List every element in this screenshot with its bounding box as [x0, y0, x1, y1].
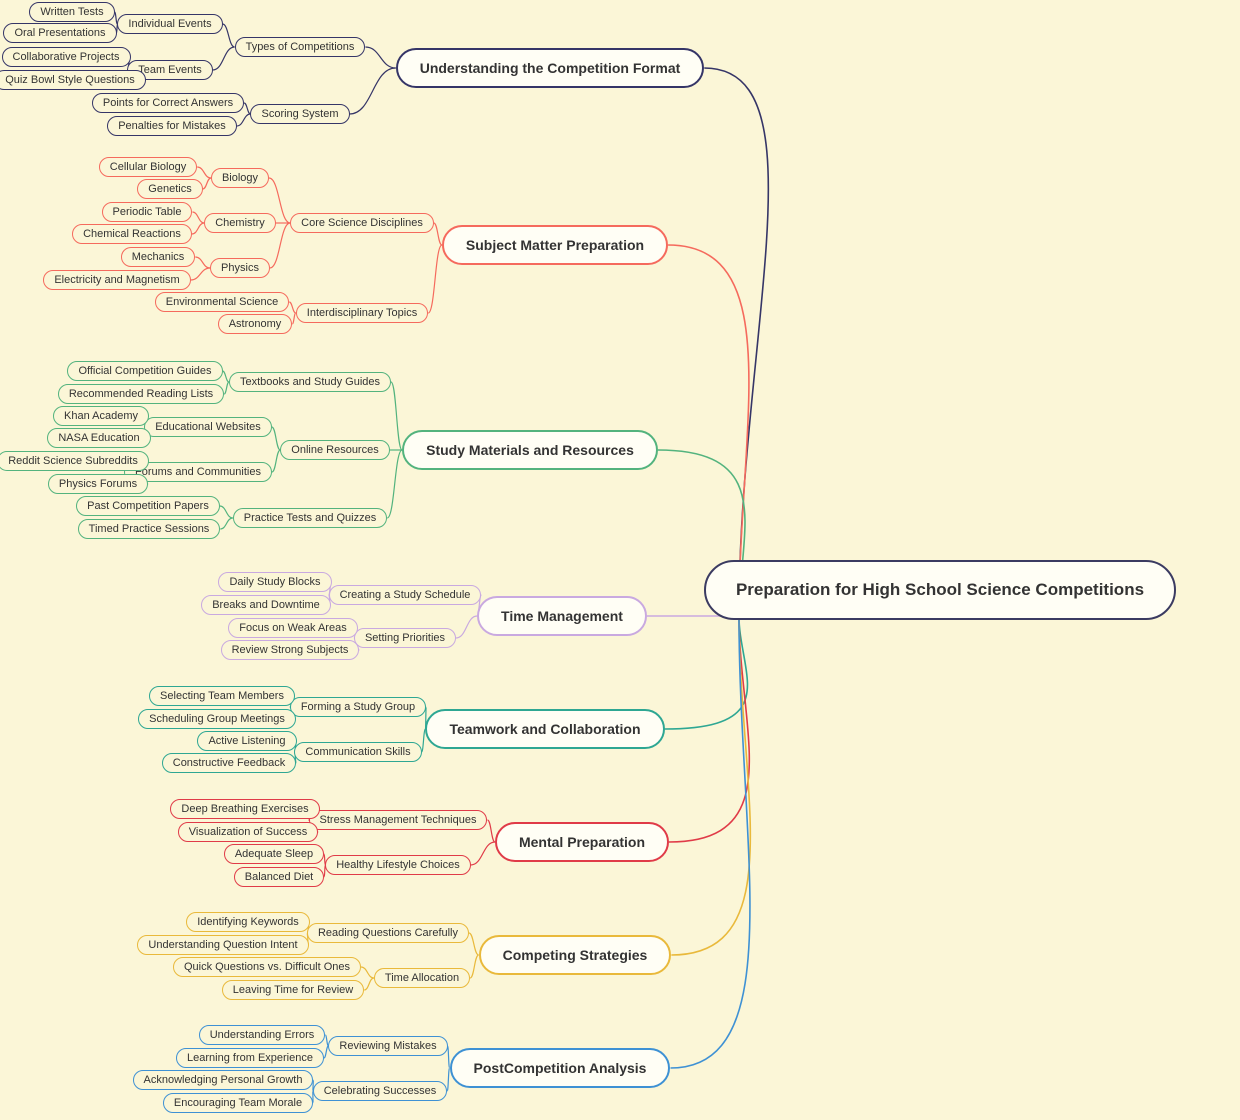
leaf-node: Written Tests — [29, 2, 114, 22]
mid-node: Time Allocation — [374, 968, 470, 988]
mid-node: Reading Questions Carefully — [307, 923, 469, 943]
mid-node: Interdisciplinary Topics — [296, 303, 428, 323]
mid-node: Communication Skills — [294, 742, 421, 762]
branch-node: PostCompetition Analysis — [450, 1048, 671, 1088]
mid-node: Practice Tests and Quizzes — [233, 508, 387, 528]
leaf-node: Constructive Feedback — [162, 753, 297, 773]
leaf-node: Reddit Science Subreddits — [0, 451, 149, 471]
leaf-node: Khan Academy — [53, 406, 149, 426]
leaf-node: NASA Education — [47, 428, 150, 448]
leaf-node: Encouraging Team Morale — [163, 1093, 313, 1113]
leaf-node: Astronomy — [218, 314, 293, 334]
branch-node: Competing Strategies — [479, 935, 672, 975]
leaf-node: Balanced Diet — [234, 867, 325, 887]
branch-node: Mental Preparation — [495, 822, 669, 862]
leaf-node: Breaks and Downtime — [201, 595, 331, 615]
leaf-node: Scheduling Group Meetings — [138, 709, 296, 729]
mid-node: Individual Events — [117, 14, 222, 34]
leaf-node: Mechanics — [121, 247, 196, 267]
mid-node: Types of Competitions — [235, 37, 366, 57]
mid-node: Online Resources — [280, 440, 389, 460]
mid-node: Celebrating Successes — [313, 1081, 448, 1101]
leaf-node: Recommended Reading Lists — [58, 384, 224, 404]
mid-node: Creating a Study Schedule — [329, 585, 482, 605]
leaf-node: Penalties for Mistakes — [107, 116, 237, 136]
leaf-node: Focus on Weak Areas — [228, 618, 357, 638]
leaf-node: Past Competition Papers — [76, 496, 220, 516]
leaf-node: Learning from Experience — [176, 1048, 324, 1068]
leaf-node: Collaborative Projects — [2, 47, 131, 67]
mid-node: Stress Management Techniques — [309, 810, 488, 830]
leaf-node: Environmental Science — [155, 292, 290, 312]
branch-node: Teamwork and Collaboration — [425, 709, 664, 749]
mid-node: Core Science Disciplines — [290, 213, 434, 233]
leaf-node: Physics Forums — [48, 474, 148, 494]
leaf-node: Oral Presentations — [3, 23, 116, 43]
mid-node: Textbooks and Study Guides — [229, 372, 391, 392]
leaf-node: Daily Study Blocks — [218, 572, 331, 592]
mid-node: Biology — [211, 168, 269, 188]
leaf-node: Understanding Question Intent — [137, 935, 308, 955]
leaf-node: Electricity and Magnetism — [43, 270, 190, 290]
leaf-node: Periodic Table — [102, 202, 193, 222]
leaf-node: Chemical Reactions — [72, 224, 192, 244]
mid-node: Setting Priorities — [354, 628, 456, 648]
leaf-node: Review Strong Subjects — [221, 640, 360, 660]
leaf-node: Genetics — [137, 179, 202, 199]
leaf-node: Timed Practice Sessions — [78, 519, 221, 539]
leaf-node: Active Listening — [197, 731, 296, 751]
leaf-node: Selecting Team Members — [149, 686, 295, 706]
mid-node: Forming a Study Group — [290, 697, 426, 717]
leaf-node: Points for Correct Answers — [92, 93, 244, 113]
mid-node: Physics — [210, 258, 270, 278]
leaf-node: Leaving Time for Review — [222, 980, 364, 1000]
leaf-node: Understanding Errors — [199, 1025, 326, 1045]
branch-node: Study Materials and Resources — [402, 430, 658, 470]
branch-node: Time Management — [477, 596, 647, 636]
mid-node: Reviewing Mistakes — [328, 1036, 447, 1056]
leaf-node: Acknowledging Personal Growth — [133, 1070, 314, 1090]
branch-node: Subject Matter Preparation — [442, 225, 668, 265]
leaf-node: Cellular Biology — [99, 157, 197, 177]
leaf-node: Deep Breathing Exercises — [170, 799, 319, 819]
leaf-node: Official Competition Guides — [67, 361, 222, 381]
leaf-node: Adequate Sleep — [224, 844, 324, 864]
mid-node: Scoring System — [250, 104, 349, 124]
leaf-node: Quiz Bowl Style Questions — [0, 70, 146, 90]
leaf-node: Visualization of Success — [178, 822, 318, 842]
mid-node: Chemistry — [204, 213, 276, 233]
root-node: Preparation for High School Science Comp… — [704, 560, 1176, 620]
branch-node: Understanding the Competition Format — [396, 48, 705, 88]
mid-node: Healthy Lifestyle Choices — [325, 855, 471, 875]
leaf-node: Identifying Keywords — [186, 912, 310, 932]
mid-node: Educational Websites — [144, 417, 272, 437]
leaf-node: Quick Questions vs. Difficult Ones — [173, 957, 361, 977]
